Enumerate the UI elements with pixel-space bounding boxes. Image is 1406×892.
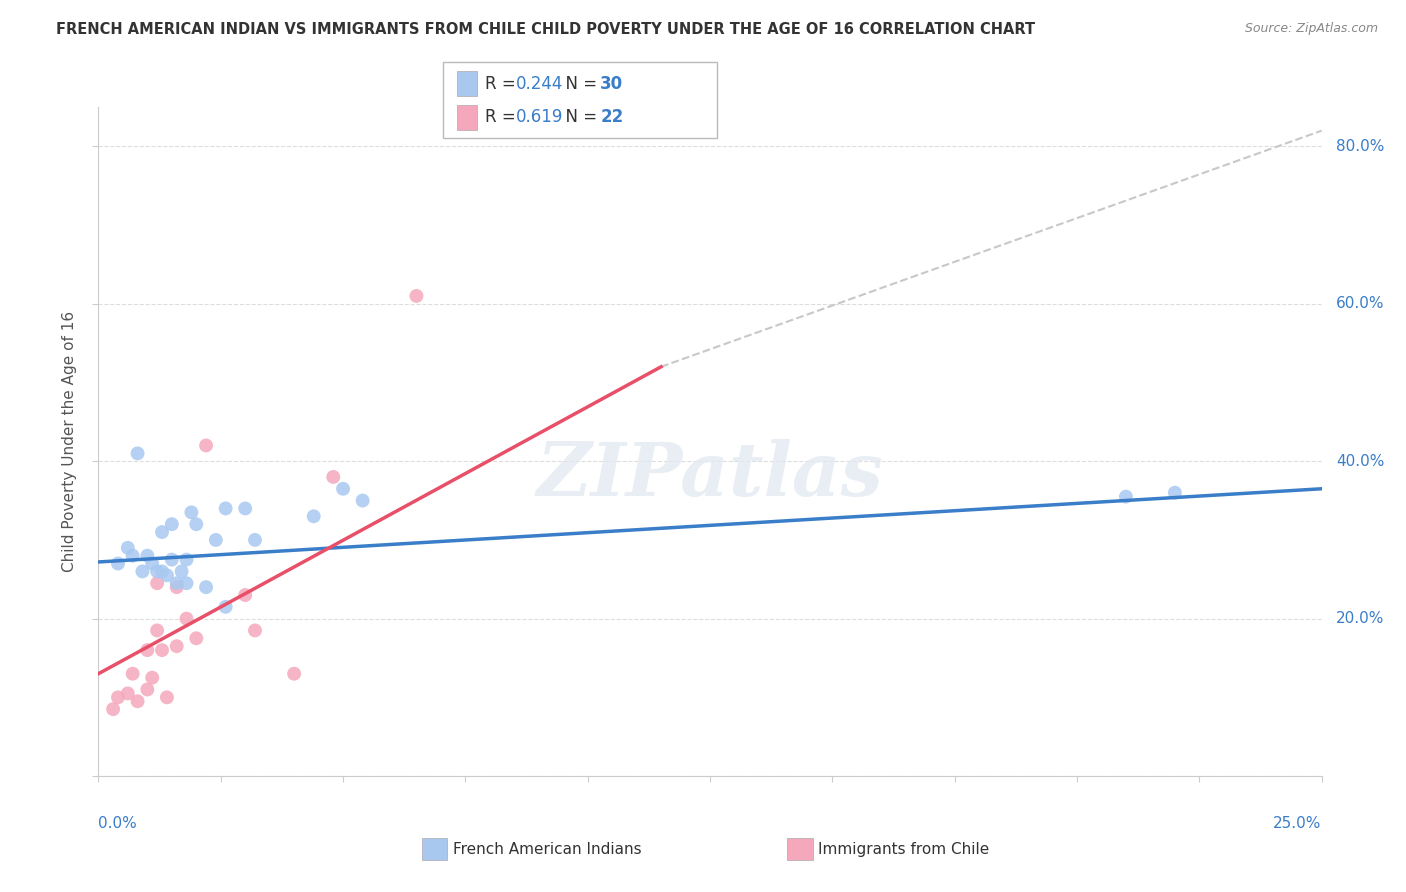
Text: 30: 30 (600, 75, 623, 93)
Text: N =: N = (555, 75, 603, 93)
Point (146, 624, 169, 638)
Point (243, 624, 266, 638)
Point (136, 682, 159, 697)
Point (150, 524, 173, 539)
Point (205, 533, 228, 547)
Text: 0.619: 0.619 (516, 108, 564, 126)
Text: 0.244: 0.244 (516, 75, 564, 93)
Point (107, 690, 129, 705)
Point (101, 702, 124, 716)
Point (160, 517, 183, 532)
Point (170, 565, 193, 579)
Text: FRENCH AMERICAN INDIAN VS IMMIGRANTS FROM CHILE CHILD POVERTY UNDER THE AGE OF 1: FRENCH AMERICAN INDIAN VS IMMIGRANTS FRO… (56, 22, 1035, 37)
Point (166, 576, 188, 591)
Text: R =: R = (485, 108, 522, 126)
Point (180, 505, 202, 519)
Point (176, 576, 198, 591)
Point (195, 438, 218, 452)
Point (146, 565, 169, 579)
Text: Source: ZipAtlas.com: Source: ZipAtlas.com (1244, 22, 1378, 36)
Point (146, 576, 169, 591)
Text: French American Indians: French American Indians (453, 842, 641, 856)
Text: 0.0%: 0.0% (98, 816, 138, 831)
Text: R =: R = (485, 75, 522, 93)
Y-axis label: Child Poverty Under the Age of 16: Child Poverty Under the Age of 16 (62, 311, 77, 572)
Text: Immigrants from Chile: Immigrants from Chile (818, 842, 990, 856)
Point (136, 549, 159, 563)
Text: 40.0%: 40.0% (1336, 454, 1385, 468)
Text: 60.0%: 60.0% (1336, 296, 1385, 311)
Point (127, 694, 149, 708)
Point (322, 470, 344, 484)
Point (283, 666, 305, 681)
Point (214, 599, 236, 614)
Point (166, 639, 188, 653)
Point (131, 565, 153, 579)
Point (141, 671, 163, 685)
Point (243, 533, 266, 547)
Point (121, 549, 143, 563)
Point (156, 568, 179, 582)
Point (352, 493, 374, 508)
Point (233, 588, 256, 602)
Point (302, 509, 325, 524)
Point (160, 552, 183, 566)
Point (1115, 490, 1137, 504)
Text: 80.0%: 80.0% (1336, 139, 1385, 154)
Point (117, 541, 139, 555)
Point (405, 289, 427, 303)
Point (136, 643, 159, 657)
Point (141, 557, 163, 571)
Point (156, 690, 179, 705)
Point (166, 580, 188, 594)
Text: 22: 22 (600, 108, 624, 126)
Point (150, 643, 173, 657)
Text: N =: N = (555, 108, 603, 126)
Text: 20.0%: 20.0% (1336, 611, 1385, 626)
Point (1164, 485, 1187, 500)
Point (150, 565, 173, 579)
Point (186, 517, 208, 532)
Text: ZIPatlas: ZIPatlas (537, 439, 883, 511)
Point (176, 612, 198, 626)
Point (127, 446, 149, 460)
Text: 25.0%: 25.0% (1274, 816, 1322, 831)
Point (233, 501, 256, 516)
Point (332, 482, 354, 496)
Point (195, 580, 218, 594)
Point (176, 552, 198, 566)
Point (117, 686, 139, 700)
Point (107, 557, 129, 571)
Point (121, 666, 143, 681)
Point (214, 501, 236, 516)
Point (186, 632, 208, 646)
